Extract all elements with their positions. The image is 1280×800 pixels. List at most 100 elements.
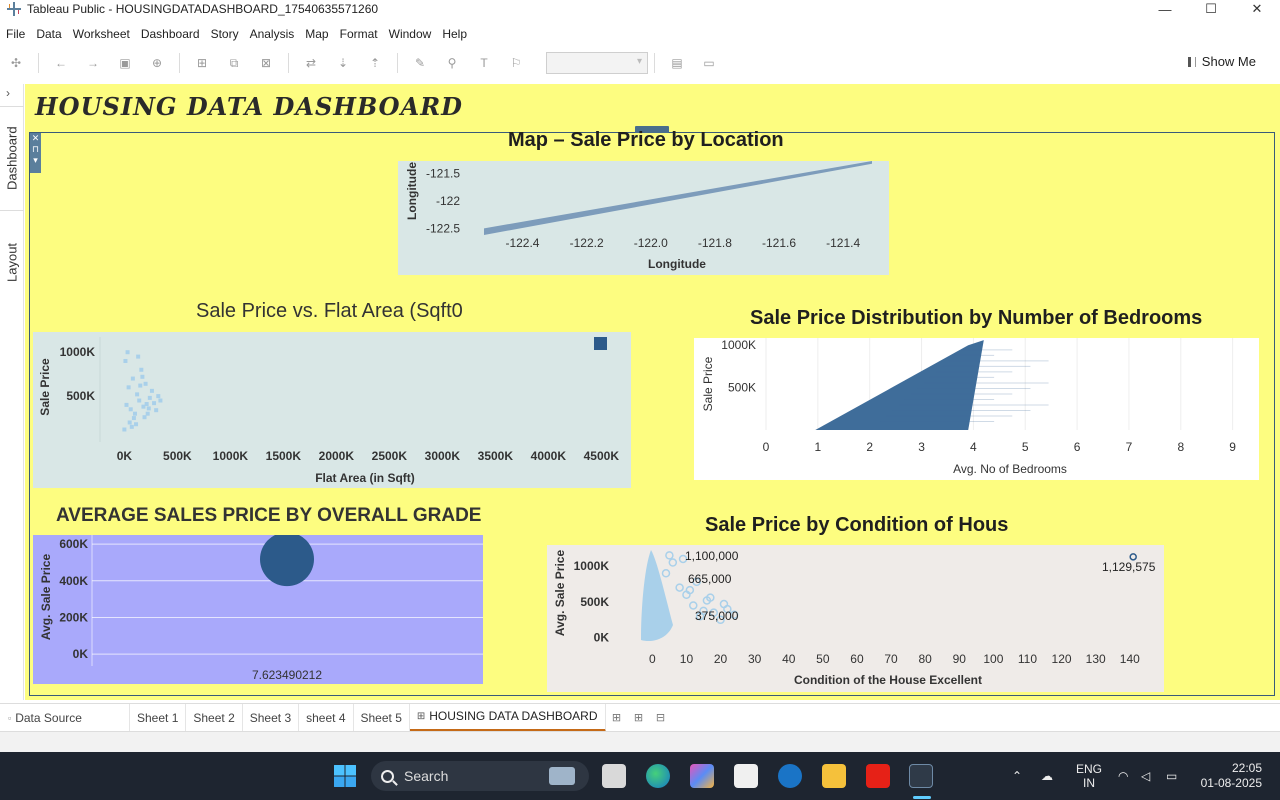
store-icon[interactable]	[734, 764, 758, 788]
flat-area-point-3	[128, 407, 133, 412]
labels-icon[interactable]: T	[480, 56, 488, 70]
menu-story[interactable]: Story	[210, 27, 239, 41]
copilot-icon[interactable]	[690, 764, 714, 788]
condition-xtick-4: 40	[782, 652, 796, 666]
map-ylabel: Longitude	[405, 162, 419, 220]
language-indicator[interactable]: ENG IN	[1076, 752, 1102, 800]
tab-sheet-5[interactable]: Sheet 5	[354, 703, 410, 732]
dell-icon[interactable]	[778, 764, 802, 788]
map-xtick-5: -121.4	[826, 236, 860, 250]
highlight-icon[interactable]: ✎	[414, 56, 426, 70]
condition-xtick-8: 80	[918, 652, 932, 666]
minimize-button[interactable]: —	[1158, 1, 1172, 17]
sort-desc-icon[interactable]: ⇡	[369, 56, 381, 70]
menu-file[interactable]: File	[6, 27, 26, 41]
expand-pane-icon[interactable]: ›	[6, 86, 10, 100]
legend-swatch[interactable]	[594, 337, 607, 350]
group-icon[interactable]: ⚲	[447, 56, 457, 70]
duplicate-icon[interactable]: ⧉	[229, 55, 239, 70]
youtube-icon[interactable]	[866, 764, 890, 788]
battery-icon[interactable]: ▭	[1166, 769, 1178, 783]
map-ytick-1: -122	[436, 194, 460, 208]
flat-area-xtick-7: 3500K	[478, 449, 514, 463]
task-view-icon[interactable]	[602, 764, 626, 788]
edge-browser-icon[interactable]	[646, 764, 670, 788]
tab-layout[interactable]: Layout	[0, 210, 24, 314]
tab-data-source[interactable]: ▫ Data Source	[0, 703, 130, 732]
flat-area-point-26	[140, 374, 145, 379]
condition-xtick-3: 30	[748, 652, 762, 666]
tab-data-source-label: Data Source	[15, 710, 82, 725]
condition-chart[interactable]: Avg. Sale Price Condition of the House E…	[547, 545, 1164, 692]
onedrive-icon[interactable]: ☁	[1041, 769, 1053, 783]
add-datasource-icon[interactable]: ⊕	[151, 56, 163, 70]
sort-asc-icon[interactable]: ⇣	[337, 56, 349, 70]
swap-icon[interactable]: ⇄	[305, 56, 317, 70]
taskbar-search[interactable]: Search	[371, 761, 589, 791]
tab-dashboard[interactable]: Dashboard	[0, 106, 24, 210]
pin-container-icon[interactable]: ⊓	[31, 144, 40, 154]
tab-sheet-1[interactable]: Sheet 1	[130, 703, 187, 732]
drag-handle[interactable]	[635, 126, 669, 133]
volume-icon[interactable]: ◁	[1141, 769, 1151, 783]
new-worksheet-icon[interactable]: ⊞	[196, 56, 208, 70]
flat-area-point-28	[144, 402, 149, 407]
menu-window[interactable]: Window	[388, 27, 432, 41]
save-icon[interactable]: ▣	[119, 56, 131, 70]
container-controls[interactable]: ✕ ⊓ ▾	[30, 133, 41, 173]
redo-icon[interactable]: →	[87, 56, 99, 70]
tray-overflow-icon[interactable]: ⌃	[1012, 769, 1023, 783]
tableau-home-icon[interactable]: ✣	[10, 56, 22, 70]
presentation-icon[interactable]: ▭	[703, 56, 715, 70]
show-me-icon	[1187, 56, 1196, 67]
flat-area-chart[interactable]: Sale Price Flat Area (in Sqft) 1000K 500K…	[33, 332, 631, 488]
clock[interactable]: 22:05 01-08-2025	[1198, 752, 1262, 800]
flat-area-point-9	[141, 404, 146, 409]
bedrooms-chart[interactable]: Sale Price Avg. No of Bedrooms 1000K 500K…	[694, 338, 1259, 480]
undo-icon[interactable]: ←	[55, 56, 67, 70]
bedrooms-ytick-0: 1000K	[721, 338, 756, 352]
fit-dropdown[interactable]	[546, 52, 648, 74]
more-options-icon[interactable]: ▾	[33, 155, 38, 165]
new-story-tab-icon[interactable]: ⊟	[655, 712, 666, 724]
tab-sheet-3[interactable]: Sheet 3	[243, 703, 300, 732]
pin-icon[interactable]: ⚐	[510, 56, 522, 70]
bedrooms-xlabel: Avg. No of Bedrooms	[953, 462, 1067, 476]
windows-start-icon[interactable]	[333, 764, 357, 788]
remove-icon[interactable]: ✕	[31, 133, 40, 143]
grade-chart[interactable]: Avg. Sale Price 600K 400K 200K 0K 7.6234902…	[33, 535, 483, 684]
show-me-button[interactable]: Show Me	[1187, 54, 1256, 69]
map-xtick-2: -122.0	[634, 236, 668, 250]
map-xtick-1: -122.2	[570, 236, 604, 250]
condition-title: Sale Price by Condition of Hous	[705, 514, 1009, 536]
flat-area-point-0	[122, 427, 127, 432]
wifi-icon[interactable]: ◠	[1118, 769, 1129, 783]
map-chart[interactable]: Longitude Longitude -121.5 -122 -122.5 -122…	[398, 161, 889, 275]
tab-sheet-4[interactable]: sheet 4	[299, 703, 354, 732]
maximize-button[interactable]: ☐	[1205, 1, 1217, 16]
flat-area-xtick-2: 1000K	[213, 449, 249, 463]
close-button[interactable]: ✕	[1251, 1, 1263, 16]
menu-format[interactable]: Format	[339, 27, 378, 41]
menu-map[interactable]: Map	[305, 27, 329, 41]
menu-dashboard[interactable]: Dashboard	[140, 27, 200, 41]
bedrooms-xtick-5: 5	[1022, 440, 1029, 454]
clear-sheet-icon[interactable]: ⊠	[260, 56, 272, 70]
tableau-taskbar-icon[interactable]	[909, 764, 933, 788]
flat-area-title: Sale Price vs. Flat Area (Sqft0	[196, 300, 463, 322]
condition-xtick-6: 60	[850, 652, 864, 666]
menu-help[interactable]: Help	[442, 27, 467, 41]
file-explorer-icon[interactable]	[822, 764, 846, 788]
tab-housing-dashboard[interactable]: ⊞ HOUSING DATA DASHBOARD	[409, 703, 606, 732]
menu-worksheet[interactable]: Worksheet	[72, 27, 130, 41]
new-worksheet-tab-icon[interactable]: ⊞	[611, 712, 622, 724]
menu-data[interactable]: Data	[36, 27, 62, 41]
cards-icon[interactable]: ▤	[671, 56, 683, 70]
grade-ytick-3: 0K	[73, 647, 89, 661]
flat-area-point-5	[132, 411, 137, 416]
new-dashboard-tab-icon[interactable]: ⊞	[633, 712, 644, 724]
menu-analysis[interactable]: Analysis	[249, 27, 295, 41]
flat-area-ytick-1: 500K	[66, 389, 95, 403]
annotation-375000: 375,000	[695, 609, 739, 623]
tab-sheet-2[interactable]: Sheet 2	[186, 703, 243, 732]
